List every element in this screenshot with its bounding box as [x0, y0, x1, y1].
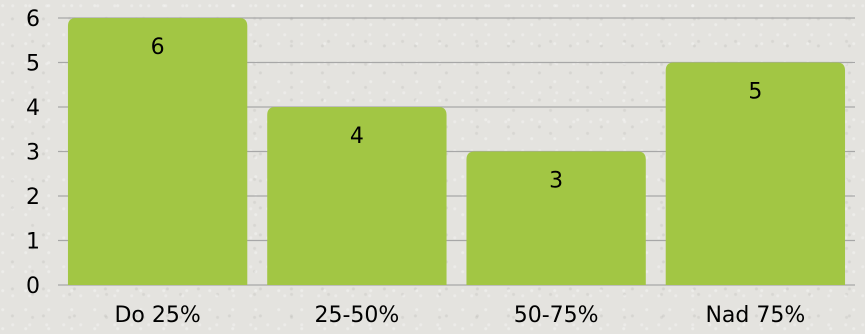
- y-tick-label: 0: [26, 274, 40, 299]
- y-tick-label: 5: [26, 52, 40, 77]
- x-category-label: Nad 75%: [705, 303, 805, 328]
- bar-data-label: 5: [748, 80, 762, 105]
- y-tick-label: 2: [26, 185, 40, 210]
- bar-data-label: 3: [549, 169, 563, 194]
- x-axis-category-labels: Do 25% 25-50% 50-75% Nad 75%: [114, 303, 805, 328]
- bar-data-label: 4: [350, 124, 364, 149]
- x-category-label: 50-75%: [514, 303, 599, 328]
- x-category-label: Do 25%: [114, 303, 200, 328]
- y-tick-label: 6: [26, 7, 40, 32]
- y-tick-label: 3: [26, 141, 40, 166]
- bar-25-50-: [267, 107, 447, 285]
- data-labels: 6 4 3 5: [151, 35, 763, 194]
- y-tick-label: 1: [26, 230, 40, 255]
- bars: [67, 18, 846, 285]
- x-category-label: 25-50%: [314, 303, 399, 328]
- bar-do-25-: [67, 18, 248, 285]
- bar-nad-75-: [665, 62, 846, 285]
- bar-data-label: 6: [151, 35, 165, 60]
- bar-50-75-: [466, 151, 646, 285]
- y-axis-tick-labels: 0 1 2 3 4 5 6: [26, 7, 40, 299]
- y-tick-label: 4: [26, 96, 40, 121]
